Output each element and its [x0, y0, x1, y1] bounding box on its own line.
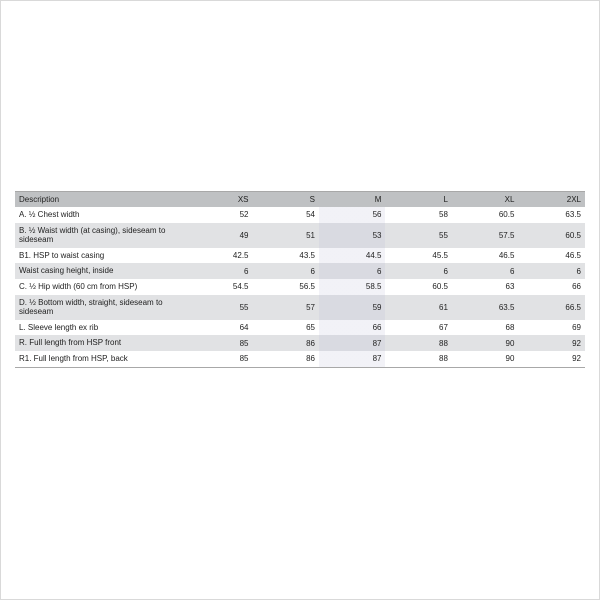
row-label: R. Full length from HSP front [15, 335, 186, 351]
cell: 53 [319, 223, 385, 248]
table-row: R1. Full length from HSP, back 85 86 87 … [15, 351, 585, 367]
cell: 92 [518, 335, 585, 351]
cell: 86 [253, 351, 319, 367]
col-header-l: L [385, 192, 451, 207]
table-row: B. ½ Waist width (at casing), sideseam t… [15, 223, 585, 248]
cell: 57.5 [452, 223, 518, 248]
col-header-description: Description [15, 192, 186, 207]
table-body: A. ½ Chest width 52 54 56 58 60.5 63.5 B… [15, 207, 585, 367]
cell: 54.5 [186, 279, 252, 295]
cell: 6 [385, 263, 451, 279]
cell: 56 [319, 207, 385, 223]
cell: 65 [253, 320, 319, 336]
sizing-table-container: Description XS S M L XL 2XL A. ½ Chest w… [15, 191, 585, 368]
cell: 90 [452, 351, 518, 367]
cell: 6 [186, 263, 252, 279]
table-row: L. Sleeve length ex rib 64 65 66 67 68 6… [15, 320, 585, 336]
cell: 60.5 [452, 207, 518, 223]
cell: 58 [385, 207, 451, 223]
cell: 46.5 [452, 248, 518, 264]
table-row: C. ½ Hip width (60 cm from HSP) 54.5 56.… [15, 279, 585, 295]
cell: 54 [253, 207, 319, 223]
cell: 55 [186, 295, 252, 320]
cell: 58.5 [319, 279, 385, 295]
table-header-row: Description XS S M L XL 2XL [15, 192, 585, 207]
cell: 85 [186, 335, 252, 351]
cell: 63.5 [452, 295, 518, 320]
cell: 43.5 [253, 248, 319, 264]
cell: 59 [319, 295, 385, 320]
row-label: B. ½ Waist width (at casing), sideseam t… [15, 223, 186, 248]
cell: 44.5 [319, 248, 385, 264]
row-label: D. ½ Bottom width, straight, sideseam to… [15, 295, 186, 320]
canvas: Description XS S M L XL 2XL A. ½ Chest w… [15, 15, 585, 585]
row-label: Waist casing height, inside [15, 263, 186, 279]
cell: 63 [452, 279, 518, 295]
cell: 86 [253, 335, 319, 351]
cell: 61 [385, 295, 451, 320]
cell: 63.5 [518, 207, 585, 223]
cell: 90 [452, 335, 518, 351]
cell: 57 [253, 295, 319, 320]
cell: 87 [319, 335, 385, 351]
cell: 92 [518, 351, 585, 367]
cell: 6 [518, 263, 585, 279]
cell: 56.5 [253, 279, 319, 295]
row-label: R1. Full length from HSP, back [15, 351, 186, 367]
cell: 67 [385, 320, 451, 336]
cell: 64 [186, 320, 252, 336]
cell: 88 [385, 351, 451, 367]
row-label: C. ½ Hip width (60 cm from HSP) [15, 279, 186, 295]
table-row: B1. HSP to waist casing 42.5 43.5 44.5 4… [15, 248, 585, 264]
col-header-s: S [253, 192, 319, 207]
cell: 69 [518, 320, 585, 336]
cell: 6 [452, 263, 518, 279]
cell: 87 [319, 351, 385, 367]
row-label: A. ½ Chest width [15, 207, 186, 223]
cell: 66 [319, 320, 385, 336]
table-row: A. ½ Chest width 52 54 56 58 60.5 63.5 [15, 207, 585, 223]
cell: 66 [518, 279, 585, 295]
cell: 66.5 [518, 295, 585, 320]
cell: 55 [385, 223, 451, 248]
col-header-2xl: 2XL [518, 192, 585, 207]
row-label: L. Sleeve length ex rib [15, 320, 186, 336]
cell: 42.5 [186, 248, 252, 264]
row-label: B1. HSP to waist casing [15, 248, 186, 264]
table-row: D. ½ Bottom width, straight, sideseam to… [15, 295, 585, 320]
cell: 6 [253, 263, 319, 279]
cell: 52 [186, 207, 252, 223]
sizing-table: Description XS S M L XL 2XL A. ½ Chest w… [15, 192, 585, 367]
table-row: R. Full length from HSP front 85 86 87 8… [15, 335, 585, 351]
cell: 6 [319, 263, 385, 279]
image-frame: Description XS S M L XL 2XL A. ½ Chest w… [0, 0, 600, 600]
cell: 88 [385, 335, 451, 351]
cell: 45.5 [385, 248, 451, 264]
cell: 49 [186, 223, 252, 248]
cell: 60.5 [385, 279, 451, 295]
cell: 51 [253, 223, 319, 248]
cell: 85 [186, 351, 252, 367]
col-header-xl: XL [452, 192, 518, 207]
cell: 46.5 [518, 248, 585, 264]
table-row: Waist casing height, inside 6 6 6 6 6 6 [15, 263, 585, 279]
cell: 60.5 [518, 223, 585, 248]
col-header-xs: XS [186, 192, 252, 207]
cell: 68 [452, 320, 518, 336]
col-header-m: M [319, 192, 385, 207]
